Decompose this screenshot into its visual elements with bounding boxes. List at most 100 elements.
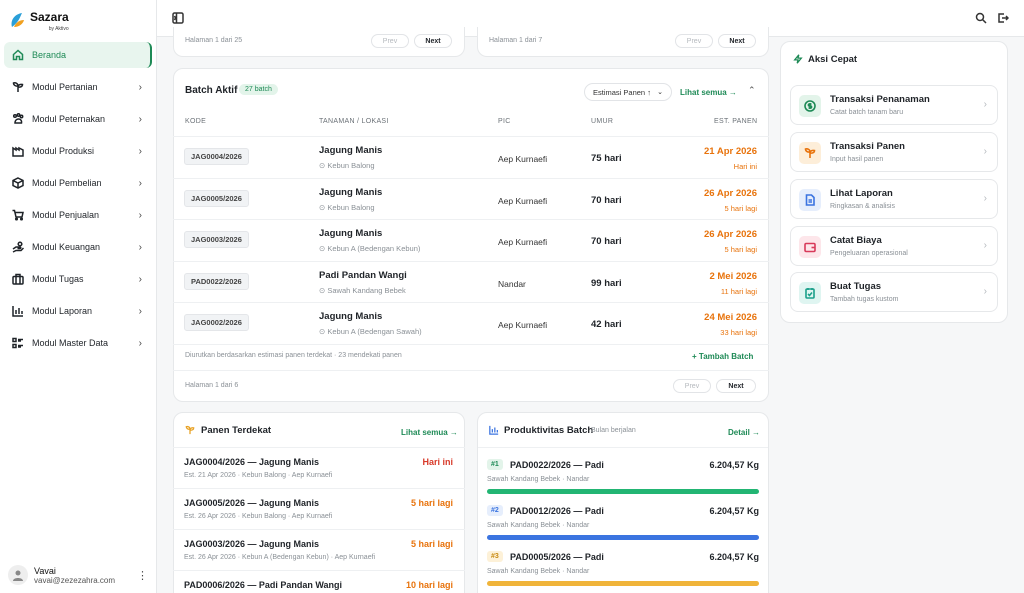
list-item[interactable]: JAG0003/2026 — Jagung Manis Est. 26 Apr … [173,529,465,570]
est-relative: 11 hari lagi [720,287,757,296]
harvest-item-when: 10 hari lagi [405,580,453,590]
user-profile[interactable]: Vavai vavai@zezezahra.com ⋮ [8,565,148,585]
sidebar-item-produksi[interactable]: Modul Produksi › [4,138,152,164]
crop-name: Jagung Manis [319,311,383,322]
harvest-item-sub: Est. 21 Apr 2026 · Kebun Balong · Aep Ku… [184,472,333,479]
more-options-icon[interactable]: ⋮ [137,569,148,582]
quick-action-panen[interactable]: Transaksi Panen Input hasil panen › [790,132,998,172]
chevron-right-icon: › [983,193,987,204]
batch-code: JAG0003/2026 [184,231,249,248]
batch-code: JAG0004/2026 [184,148,249,165]
sidebar-item-keuangan[interactable]: Modul Keuangan › [4,234,152,260]
quick-action-penanaman[interactable]: Transaksi Penanaman Catat batch tanam ba… [790,85,998,125]
box-icon [12,177,24,189]
list-icon [12,337,23,349]
next-button[interactable]: Next [716,379,756,393]
collapse-icon[interactable]: ⌃ [748,85,756,95]
next-button[interactable]: Next [414,34,452,48]
quick-action-biaya[interactable]: Catat Biaya Pengeluaran operasional › [790,226,998,266]
search-icon[interactable] [975,12,987,24]
list-item[interactable]: #2 PAD0012/2026 — Padi 6.204,57 Kg Sawah… [477,500,769,546]
list-item[interactable]: PAD0006/2026 — Padi Pandan Wangi 10 hari… [173,570,465,593]
table-row[interactable]: JAG0003/2026 Jagung Manis ⊙ Kebun A (Bed… [173,219,769,261]
qa-sub: Tambah tugas kustom [830,296,899,303]
location: ⊙ Kebun A (Bedengan Sawah) [319,327,422,336]
chevron-right-icon: › [983,286,987,297]
quick-actions-title: Aksi Cepat [808,54,858,65]
divider [173,344,769,345]
sidebar-item-pembelian[interactable]: Modul Pembelian › [4,170,152,196]
sidebar-item-peternakan[interactable]: Modul Peternakan › [4,106,152,132]
table-row[interactable]: JAG0004/2026 Jagung Manis ⊙ Kebun Balong… [173,136,769,178]
sidebar: Sazara by Aktivo Beranda Modul Pertanian… [0,0,157,593]
prev-button[interactable]: Prev [673,379,711,393]
sidebar-item-label: Modul Pembelian [32,178,102,188]
table-row[interactable]: JAG0002/2026 Jagung Manis ⊙ Kebun A (Bed… [173,302,769,344]
qa-title: Transaksi Panen [830,141,905,152]
next-label: Next [729,37,745,45]
sidebar-item-label: Modul Peternakan [32,114,106,124]
logout-icon[interactable] [997,12,1009,24]
list-item[interactable]: #3 PAD0005/2026 — Padi 6.204,57 Kg Sawah… [477,546,769,592]
progress-bar [487,535,759,540]
sidebar-item-laporan[interactable]: Modul Laporan › [4,298,152,324]
sort-select[interactable]: Estimasi Panen ↑ ⌄ [584,83,672,101]
progress-bar [487,489,759,494]
table-row[interactable]: PAD0022/2026 Padi Pandan Wangi ⊙ Sawah K… [173,261,769,303]
sidebar-toggle-icon[interactable] [172,12,184,24]
table-row[interactable]: JAG0005/2026 Jagung Manis ⊙ Kebun Balong… [173,178,769,220]
add-batch-button[interactable]: + Tambah Batch [692,352,754,361]
harvest-item-title: PAD0006/2026 — Padi Pandan Wangi [184,580,343,590]
top-left-card: Halaman 1 dari 25 Prev Next [173,27,465,57]
money-icon [12,241,24,253]
sidebar-item-label: Modul Master Data [32,338,109,348]
rank-badge: #1 [487,459,503,470]
sidebar-item-master-data[interactable]: Modul Master Data › [4,330,152,356]
prod-item-title: PAD0022/2026 — Padi [510,460,604,470]
est-relative: 33 hari lagi [720,328,757,337]
prev-button[interactable]: Prev [371,34,409,48]
list-item[interactable]: JAG0005/2026 — Jagung Manis Est. 26 Apr … [173,488,465,529]
chevron-down-icon: ⌄ [657,89,663,96]
prod-item-title: PAD0005/2026 — Padi [510,552,604,562]
pin-icon: ⊙ [319,327,328,336]
sort-select-value: Estimasi Panen ↑ [593,87,651,97]
prod-item-value: 6.204,57 Kg [709,460,759,470]
progress-bar [487,581,759,586]
location-text: Kebun Balong [327,203,375,212]
user-avatar-icon [13,570,23,581]
qa-sub: Pengeluaran operasional [830,250,908,257]
sidebar-item-penjualan[interactable]: Modul Penjualan › [4,202,152,228]
batch-card: Batch Aktif 27 batch Estimasi Panen ↑ ⌄ … [173,68,769,402]
quick-action-laporan[interactable]: Lihat Laporan Ringkasan & analisis › [790,179,998,219]
location-text: Kebun A (Bedengan Sawah) [327,327,422,336]
prev-button[interactable]: Prev [675,34,713,48]
batch-see-all-link[interactable]: Lihat semua → [680,88,737,97]
sprout-icon [799,142,821,164]
harvest-see-all-link[interactable]: Lihat semua → [401,428,458,437]
qa-title: Lihat Laporan [830,188,893,199]
list-item[interactable]: JAG0004/2026 — Jagung Manis Est. 21 Apr … [173,447,465,488]
pager-text: Halaman 1 dari 25 [185,37,243,44]
chevron-right-icon: › [138,305,142,317]
est-date: 21 Apr 2026 [704,146,757,157]
productivity-detail-link[interactable]: Detail → [728,428,761,437]
next-label: Next [728,382,744,390]
sidebar-nav: Beranda Modul Pertanian › Modul Peternak… [4,42,152,362]
chevron-right-icon: › [983,99,987,110]
sidebar-item-beranda[interactable]: Beranda [4,42,152,68]
sidebar-item-pertanian[interactable]: Modul Pertanian › [4,74,152,100]
age: 75 hari [591,153,622,164]
prod-item-value: 6.204,57 Kg [709,552,759,562]
prod-item-title: PAD0012/2026 — Padi [510,506,604,516]
document-icon [799,189,821,211]
sidebar-item-label: Modul Penjualan [32,210,100,220]
harvest-item-title: JAG0005/2026 — Jagung Manis [184,498,320,508]
qa-sub: Ringkasan & analisis [830,203,895,210]
next-button[interactable]: Next [718,34,756,48]
brand-logo[interactable]: Sazara by Aktivo [8,8,69,32]
list-item[interactable]: #1 PAD0022/2026 — Padi 6.204,57 Kg Sawah… [477,454,769,500]
quick-action-tugas[interactable]: Buat Tugas Tambah tugas kustom › [790,272,998,312]
sidebar-item-tugas[interactable]: Modul Tugas › [4,266,152,292]
harvest-item-sub: Est. 26 Apr 2026 · Kebun Balong · Aep Ku… [184,513,333,520]
